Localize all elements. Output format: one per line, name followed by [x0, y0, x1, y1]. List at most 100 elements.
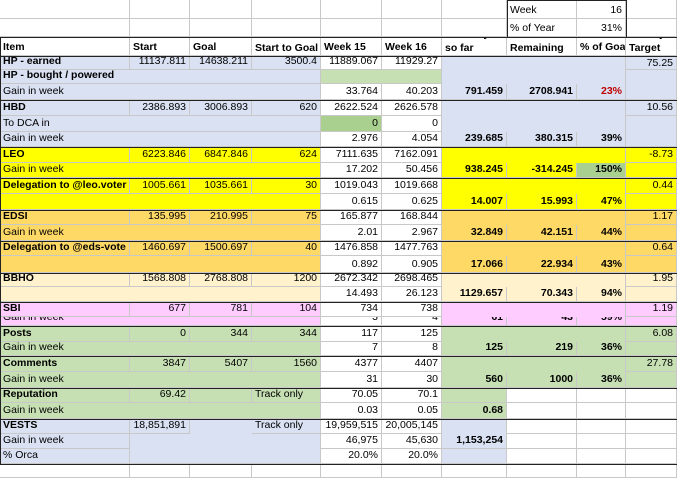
week16-value[interactable]: 1019.668: [382, 178, 442, 194]
week15-value[interactable]: 165.877: [321, 210, 382, 225]
week15-value[interactable]: 33.764: [321, 84, 382, 100]
remaining-value[interactable]: 43: [507, 317, 577, 326]
start-value[interactable]: 69.42: [130, 388, 190, 403]
empty-cell[interactable]: [130, 19, 190, 37]
rep-year-fill[interactable]: [442, 388, 507, 403]
week16-value[interactable]: 20,005,145: [382, 419, 442, 434]
goal-value[interactable]: 1500.697: [190, 241, 252, 256]
week16-value[interactable]: 20.0%: [382, 449, 442, 464]
start-value[interactable]: 0: [130, 326, 190, 342]
start-value[interactable]: 135.995: [130, 210, 190, 225]
week16-value[interactable]: 168.844: [382, 210, 442, 225]
empty-cell[interactable]: [442, 19, 507, 37]
week15-value[interactable]: 2.976: [321, 132, 382, 147]
week16-value[interactable]: 1477.763: [382, 241, 442, 256]
start-value[interactable]: 11137.811: [130, 56, 190, 70]
empty-cell[interactable]: [442, 464, 507, 478]
item-name[interactable]: HP - bought / powered: [0, 70, 321, 84]
gain-needed-value[interactable]: 1560: [252, 356, 321, 372]
empty-cell[interactable]: [577, 434, 626, 449]
remaining-value[interactable]: 219: [507, 342, 577, 356]
weekly-fill[interactable]: [626, 317, 677, 326]
pct-year-value[interactable]: 31%: [577, 19, 626, 37]
week16-value[interactable]: 4.054: [382, 132, 442, 147]
weekly-target-value[interactable]: 1.17: [626, 210, 677, 225]
week15-value[interactable]: 2.01: [321, 225, 382, 241]
remaining-value[interactable]: 380.315: [507, 132, 577, 147]
empty-cell[interactable]: [321, 464, 382, 478]
week15-value[interactable]: 20.0%: [321, 449, 382, 464]
empty-cell[interactable]: [321, 19, 382, 37]
week16-value[interactable]: 2626.578: [382, 100, 442, 116]
gain-label[interactable]: [0, 194, 321, 210]
empty-cell[interactable]: [252, 464, 321, 478]
week15-value[interactable]: 1019.043: [321, 178, 382, 194]
empty-cell[interactable]: [626, 419, 677, 434]
empty-cell[interactable]: [577, 388, 626, 403]
start-value[interactable]: 1460.697: [130, 241, 190, 256]
empty-cell[interactable]: [626, 403, 677, 419]
start-value[interactable]: 2386.893: [130, 100, 190, 116]
empty-cell[interactable]: [507, 388, 577, 403]
goal-value[interactable]: 781: [190, 302, 252, 317]
item-name[interactable]: EDSI: [0, 210, 130, 225]
track-only-label[interactable]: Track only: [252, 388, 321, 403]
pct-goal-value[interactable]: 36%: [577, 342, 626, 356]
gain-year-value[interactable]: 239.685: [442, 132, 507, 147]
week16-value[interactable]: 0: [382, 116, 442, 132]
week15-value[interactable]: 734: [321, 302, 382, 317]
gain-label[interactable]: Gain in week: [0, 434, 130, 449]
week16-value[interactable]: 125: [382, 326, 442, 342]
weekly-target-value[interactable]: 0.64: [626, 241, 677, 256]
pct-goal-value[interactable]: 59%: [577, 317, 626, 326]
empty-cell[interactable]: [626, 434, 677, 449]
item-name[interactable]: Posts: [0, 326, 130, 342]
goal-value[interactable]: 14638.211: [190, 56, 252, 70]
gain-year-value[interactable]: 32.849: [442, 225, 507, 241]
weekly-fill[interactable]: [626, 256, 677, 273]
start-value[interactable]: 1005.661: [130, 178, 190, 194]
gain-year-value[interactable]: 791.459: [442, 84, 507, 100]
week16-value[interactable]: 8: [382, 342, 442, 356]
week15-value[interactable]: 2622.524: [321, 100, 382, 116]
empty-cell[interactable]: [252, 19, 321, 37]
empty-cell[interactable]: [382, 464, 442, 478]
week15-value[interactable]: 11889.067: [321, 56, 382, 70]
empty-cell[interactable]: [507, 419, 577, 434]
gain-label[interactable]: Gain in week: [0, 225, 321, 241]
empty-cell[interactable]: [626, 19, 677, 37]
header-gain-needed-start[interactable]: Gain needed:Start to Goal: [252, 37, 321, 56]
empty-cell[interactable]: [507, 403, 577, 419]
week15-value[interactable]: 17.202: [321, 163, 382, 178]
gain-needed-value[interactable]: 344: [252, 326, 321, 342]
item-name[interactable]: HP - earned: [0, 56, 130, 70]
gain-label[interactable]: Gain in week: [0, 372, 321, 388]
gain-needed-value[interactable]: 624: [252, 147, 321, 163]
start-value[interactable]: 6223.846: [130, 147, 190, 163]
week16-value[interactable]: 2.967: [382, 225, 442, 241]
gain-year-value[interactable]: 938.245: [442, 163, 507, 178]
pct-goal-value[interactable]: 44%: [577, 225, 626, 241]
empty-cell[interactable]: [577, 403, 626, 419]
header-start[interactable]: Start: [130, 37, 190, 56]
empty-cell[interactable]: [0, 464, 130, 478]
header-gain-remaining[interactable]: Gain needed:Remaining: [507, 37, 577, 56]
gain-year-value[interactable]: 560: [442, 372, 507, 388]
gain-label[interactable]: [0, 256, 321, 273]
item-name[interactable]: VESTS: [0, 419, 130, 434]
hp-weekly-fill[interactable]: [626, 70, 677, 100]
pct-goal-value[interactable]: 94%: [577, 287, 626, 302]
gain-label[interactable]: Gain in week: [0, 342, 321, 356]
empty-cell[interactable]: [190, 464, 252, 478]
start-value[interactable]: 677: [130, 302, 190, 317]
track-only-label[interactable]: Track only: [252, 419, 321, 434]
start-value[interactable]: 1568.808: [130, 273, 190, 287]
gain-needed-value[interactable]: 75: [252, 210, 321, 225]
goal-value[interactable]: 5407: [190, 356, 252, 372]
weekly-fill[interactable]: [626, 287, 677, 302]
header-item[interactable]: Item: [0, 37, 130, 56]
pct-goal-value[interactable]: 150%: [577, 163, 626, 178]
header-weekly-target[interactable]: WeeklyTarget: [626, 37, 677, 56]
item-name[interactable]: LEO: [0, 147, 130, 163]
remaining-value[interactable]: 22.934: [507, 256, 577, 273]
